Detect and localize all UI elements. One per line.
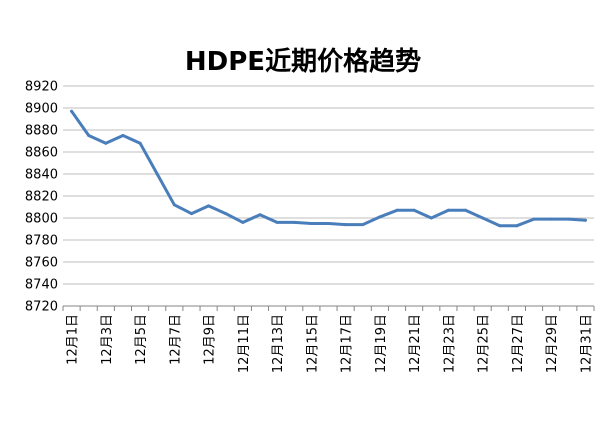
x-tick-label: 12月31日	[579, 314, 594, 373]
data-point	[241, 220, 245, 224]
data-point	[464, 208, 468, 212]
x-tick-label: 12月13日	[271, 314, 286, 373]
data-point	[481, 216, 485, 220]
y-tick-label: 8860	[25, 146, 58, 161]
x-tick-label: 12月23日	[442, 314, 457, 373]
x-tick-label: 12月5日	[134, 314, 149, 365]
y-tick-label: 8760	[25, 256, 58, 271]
data-point	[121, 134, 125, 137]
series-line	[70, 109, 587, 228]
y-tick-label: 8780	[25, 234, 58, 249]
x-tick-label: 12月7日	[168, 314, 183, 365]
x-tick-label: 12月27日	[511, 314, 526, 373]
x-tick-label: 12月15日	[305, 314, 320, 373]
data-point	[378, 215, 382, 219]
data-point	[258, 213, 262, 217]
data-point	[429, 216, 433, 220]
data-point	[87, 134, 91, 137]
y-axis-ticks: 8720 8740 8760 8780 8800 8820 8840 8860 8880 8900…	[25, 80, 58, 315]
data-point	[207, 204, 211, 208]
x-axis-ticks: 12月1日 12月3日 12月5日 12月7日 12月9日 12月11日 12月13日 12月…	[62, 306, 595, 373]
x-tick-label: 12月17日	[340, 314, 355, 373]
data-point	[138, 141, 142, 145]
x-tick-label: 12月29日	[545, 314, 560, 373]
data-point	[566, 217, 570, 221]
data-point	[412, 208, 416, 212]
x-tick-label: 12月21日	[408, 314, 423, 373]
chart-title: HDPE近期价格趋势	[185, 46, 421, 77]
y-tick-label: 8840	[25, 168, 58, 183]
data-point	[344, 223, 348, 227]
x-tick-label: 12月25日	[477, 314, 492, 373]
data-point	[515, 224, 519, 228]
y-tick-label: 8800	[25, 212, 58, 227]
x-tick-label: 12月1日	[66, 314, 81, 365]
series-layer	[70, 109, 587, 228]
data-point	[224, 212, 228, 216]
data-point	[292, 220, 296, 224]
y-tick-label: 8920	[25, 80, 58, 95]
x-tick-label: 12月11日	[237, 314, 252, 373]
data-point	[275, 220, 279, 224]
data-point	[309, 222, 313, 225]
data-point	[549, 217, 553, 221]
data-point	[70, 109, 74, 113]
x-tick-label: 12月9日	[203, 314, 218, 365]
y-tick-label: 8900	[25, 102, 58, 117]
data-point	[532, 217, 536, 221]
data-point	[155, 172, 159, 176]
x-tick-label: 12月3日	[100, 314, 115, 365]
data-point	[498, 224, 502, 228]
x-tick-label: 12月19日	[374, 314, 389, 373]
y-tick-label: 8740	[25, 278, 58, 293]
y-tick-label: 8820	[25, 190, 58, 205]
data-point	[327, 222, 330, 225]
data-point	[361, 223, 365, 227]
y-tick-label: 8880	[25, 124, 58, 139]
data-point	[172, 203, 176, 207]
grid-lines	[63, 85, 594, 307]
y-tick-label: 8720	[25, 300, 58, 315]
data-point	[189, 212, 193, 216]
data-point	[583, 218, 587, 222]
data-point	[395, 208, 399, 212]
data-point	[446, 208, 450, 212]
data-point	[104, 141, 108, 145]
